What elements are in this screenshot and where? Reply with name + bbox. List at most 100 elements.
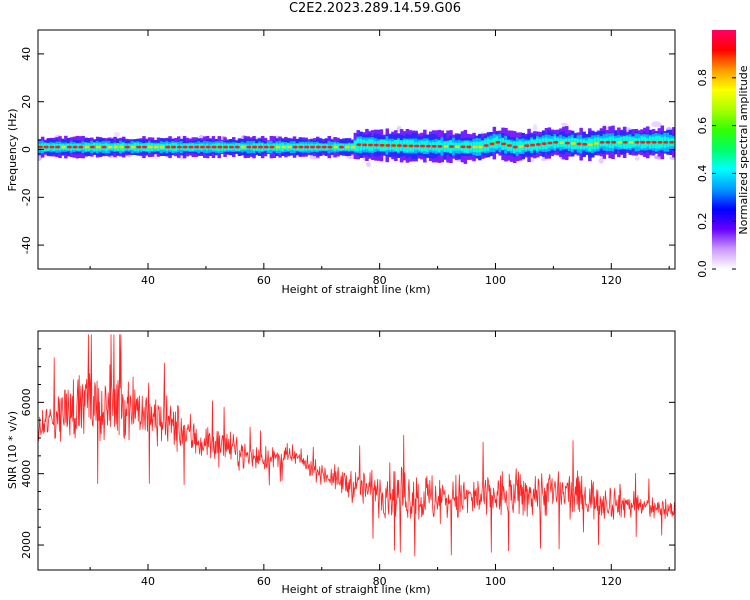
- spectrogram-peak-segment: [258, 145, 263, 149]
- spectrogram-peak-segment: [78, 145, 84, 149]
- colorbar-tick-label: 0.8: [696, 69, 709, 87]
- figure-title: C2E2.2023.289.14.59.G06: [288, 1, 462, 16]
- spectrogram-peak-segment: [483, 144, 489, 147]
- spectrogram-peak-segment: [298, 145, 304, 149]
- spectrogram-peak-segment: [217, 145, 223, 149]
- x-tick-label: 60: [257, 575, 271, 588]
- spectrogram-peak-segment: [588, 143, 593, 146]
- spectrogram-peak-segment: [599, 141, 605, 144]
- spectrogram-peak-segment: [570, 142, 576, 145]
- spectrogram-peak-segment: [385, 144, 391, 147]
- spectrogram-peak-segment: [449, 145, 454, 148]
- spectrogram-peak-segment: [229, 145, 234, 149]
- spectrogram-peak-segment: [38, 145, 43, 149]
- colorbar-tick-label: 0.0: [696, 260, 709, 278]
- spectrogram-peak-segment: [651, 141, 657, 144]
- spectrogram-peak-segment: [136, 145, 142, 149]
- spectrogram-peak-segment: [611, 141, 617, 144]
- spectrogram-peak-segment: [107, 145, 113, 149]
- spectrogram-peak-segment: [101, 145, 107, 149]
- spectrogram-band-cell: [504, 143, 508, 146]
- spectrogram-peak-segment: [576, 142, 582, 146]
- spectrogram-peak-segment: [530, 143, 535, 147]
- snr-y-axis-label: SNR (10 * v/v): [6, 411, 19, 489]
- spectrogram-peak-segment: [281, 145, 286, 149]
- spectrogram-peak-segment: [565, 141, 570, 145]
- spectrogram-peak-segment: [657, 141, 663, 144]
- spectrogram-peak-segment: [165, 145, 171, 149]
- snr-marks: [38, 334, 675, 557]
- spectrogram-peak-segment: [460, 145, 466, 149]
- spectrogram-peak-segment: [142, 145, 147, 149]
- spectrogram-peak-segment: [95, 145, 101, 149]
- spectrogram-peak-segment: [55, 145, 61, 149]
- colorbar-ticks: 0.0 0.2 0.4 0.6 0.8: [696, 69, 736, 278]
- spectrogram-peak-segment: [310, 145, 315, 149]
- spectrogram-haze-blob: [366, 162, 371, 167]
- spectrogram-peak-segment: [130, 145, 136, 149]
- spectrogram-peak-segment: [171, 145, 176, 149]
- spectrogram-band-cell: [492, 141, 497, 145]
- x-tick-label: 120: [601, 575, 622, 588]
- spectrogram-peak-segment: [478, 145, 483, 149]
- spectrogram-peak-segment: [582, 143, 588, 146]
- spectrogram-peak-segment: [431, 145, 437, 148]
- spectrogram-peak-segment: [263, 145, 269, 149]
- x-tick-label: 100: [485, 575, 506, 588]
- y-tick-label: 40: [20, 47, 33, 61]
- spectrogram-peak-segment: [234, 145, 240, 149]
- spectrogram-peak-segment: [489, 142, 495, 146]
- spectrogram-peak-segment: [49, 145, 55, 149]
- spectrogram-peak-segment: [628, 141, 634, 144]
- y-tick-label: 6000: [20, 388, 33, 416]
- spectrogram-peak-segment: [269, 145, 275, 149]
- y-tick-label: 20: [20, 95, 33, 109]
- spectrogram-peak-segment: [205, 145, 211, 149]
- x-tick-label: 40: [141, 575, 155, 588]
- spectrogram-y-axis-label: Frequency (Hz): [6, 109, 19, 192]
- spectrogram-haze-blob: [634, 156, 640, 161]
- spectrogram-peak-segment: [541, 142, 547, 145]
- colorbar-label: Normalized spectral amplitude: [737, 65, 750, 234]
- spectrogram-peak-segment: [356, 143, 362, 146]
- spectrogram-x-axis-label: Height of straight line (km): [281, 283, 430, 296]
- spectrogram-peak-segment: [119, 145, 124, 149]
- spectrogram-panel: 40 60 80 100 120 40 20 0 -20 -40 Height of strai…: [6, 29, 676, 296]
- spectrogram-peak-segment: [67, 145, 72, 149]
- x-tick-label: 60: [257, 274, 271, 287]
- spectrogram-peak-segment: [640, 141, 646, 144]
- spectrogram-peak-segment: [84, 145, 90, 149]
- spectrogram-peak-segment: [512, 145, 518, 149]
- spectrogram-peak-segment: [153, 145, 159, 149]
- spectrogram-peak-segment: [663, 141, 669, 144]
- spectrogram-peak-segment: [148, 145, 153, 149]
- spectrogram-peak-segment: [466, 145, 472, 149]
- spectrogram-peak-segment: [246, 145, 252, 149]
- y-tick-label: -40: [20, 236, 33, 254]
- spectrogram-peak-segment: [495, 141, 501, 144]
- spectrogram-peak-segment: [507, 144, 512, 147]
- snr-frame: [37, 330, 676, 571]
- spectrogram-peak-segment: [553, 141, 559, 144]
- spectrogram-peak-segment: [113, 145, 119, 149]
- spectrogram-peak-segment: [275, 145, 281, 149]
- spectrogram-haze-blob: [561, 122, 568, 126]
- spectrogram-haze-blob: [113, 131, 121, 137]
- spectrogram-haze-blob: [598, 157, 604, 164]
- spectrogram-band-cell: [486, 138, 491, 151]
- spectrogram-peak-segment: [252, 145, 258, 149]
- spectrogram-marks: [38, 121, 675, 167]
- spectrogram-peak-segment: [408, 144, 414, 148]
- spectrogram-peak-segment: [292, 145, 298, 149]
- spectrogram-peak-segment: [188, 145, 194, 149]
- spectrogram-peak-segment: [454, 145, 460, 148]
- spectrogram-peak-segment: [373, 143, 379, 147]
- snr-panel: 40 60 80 100 120 2000 4000 6000 Height of stra…: [6, 330, 676, 596]
- spectrogram-peak-segment: [327, 145, 333, 149]
- spectrogram-peak-segment: [159, 145, 165, 149]
- spectrogram-band-cell: [510, 141, 514, 151]
- spectrogram-peak-segment: [669, 141, 674, 144]
- colorbar: 0.0 0.2 0.4 0.6 0.8 Normalized spectral ampl…: [696, 30, 750, 278]
- spectrogram-peak-segment: [304, 145, 310, 149]
